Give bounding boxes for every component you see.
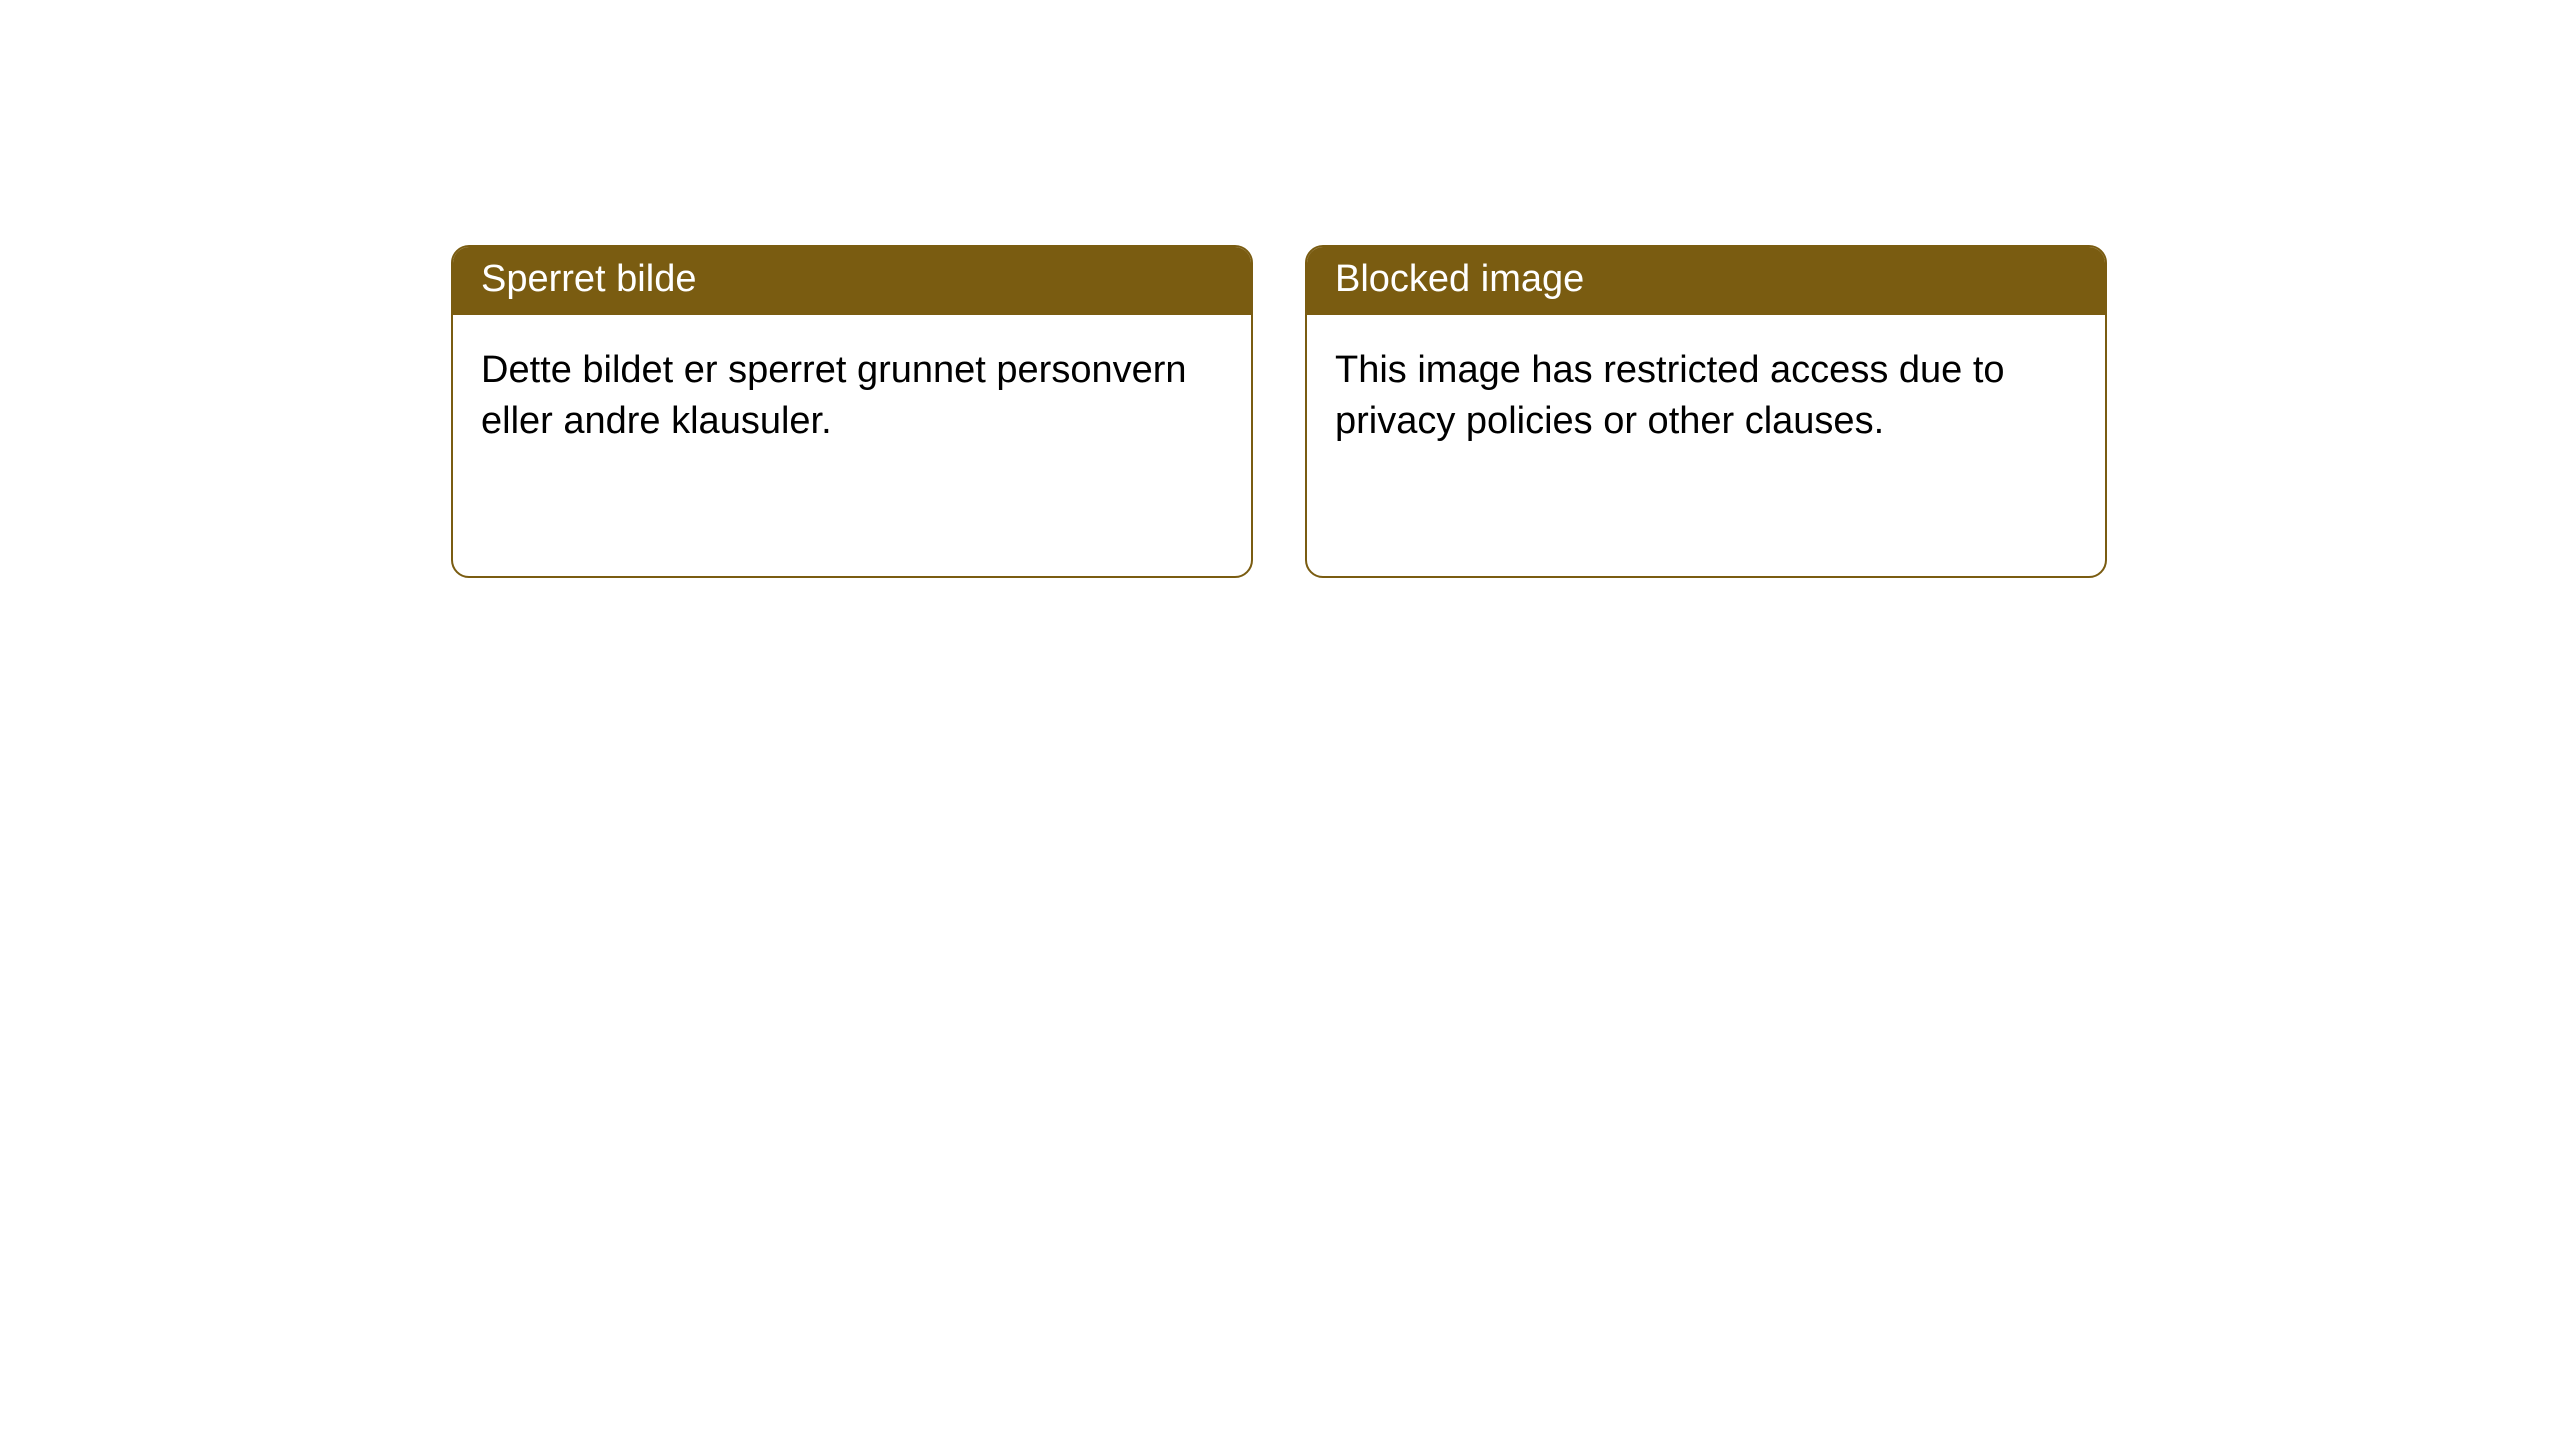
notice-box-norwegian: Sperret bilde Dette bildet er sperret gr…	[451, 245, 1253, 578]
notice-header: Blocked image	[1307, 247, 2105, 315]
notice-body-text: Dette bildet er sperret grunnet personve…	[481, 349, 1187, 442]
notice-body: This image has restricted access due to …	[1307, 315, 2105, 478]
notice-container: Sperret bilde Dette bildet er sperret gr…	[451, 245, 2107, 578]
notice-title: Sperret bilde	[481, 258, 696, 300]
notice-box-english: Blocked image This image has restricted …	[1305, 245, 2107, 578]
notice-title: Blocked image	[1335, 258, 1584, 300]
notice-body: Dette bildet er sperret grunnet personve…	[453, 315, 1251, 478]
notice-header: Sperret bilde	[453, 247, 1251, 315]
notice-body-text: This image has restricted access due to …	[1335, 349, 2005, 442]
